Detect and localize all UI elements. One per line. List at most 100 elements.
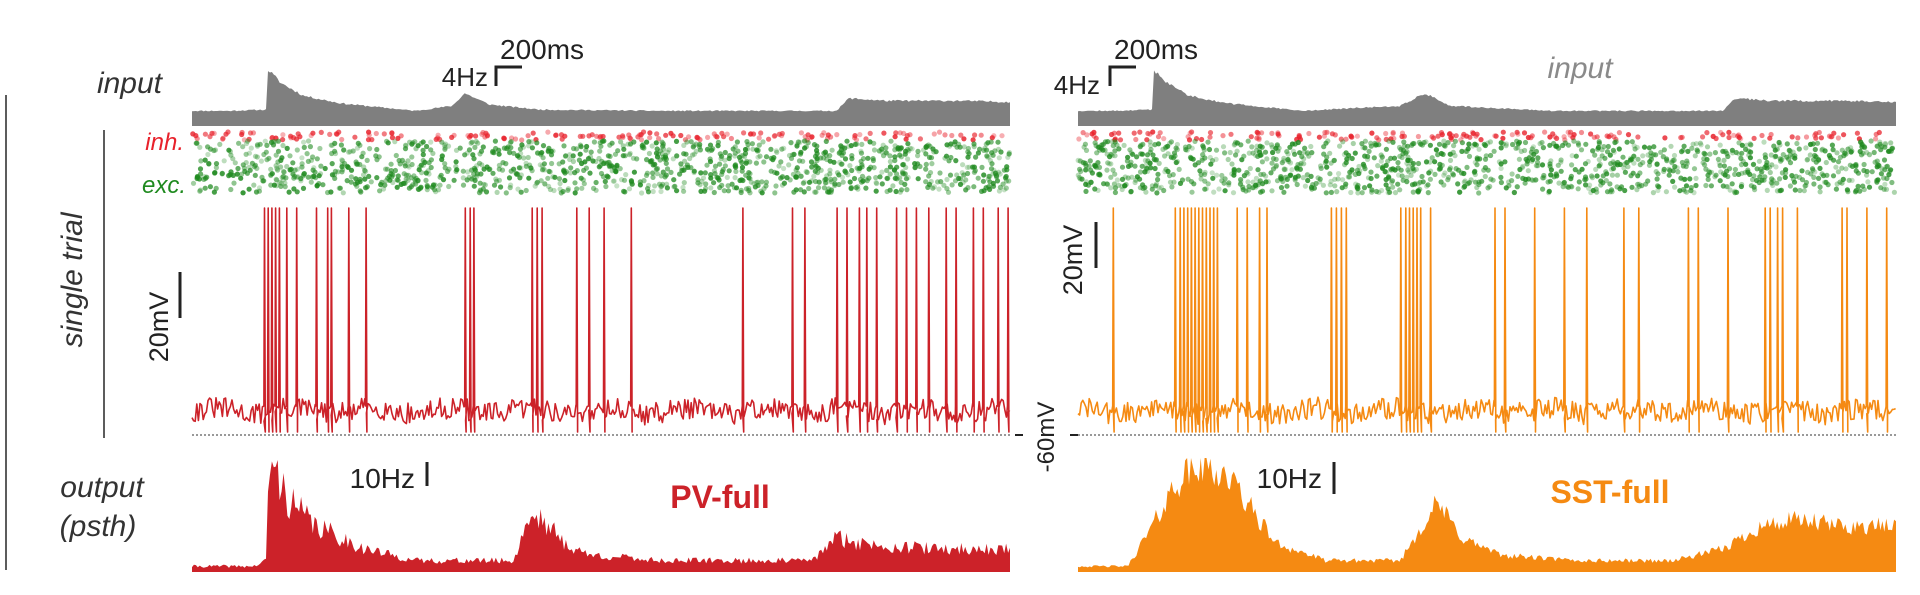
pv-exc-spike [264, 142, 270, 148]
pv-inh-spike [686, 134, 692, 140]
sst-exc-spike [1270, 166, 1277, 172]
pv-inh-spike [435, 132, 441, 138]
pv-exc-spike [221, 158, 227, 164]
pv-exc-spike [884, 150, 890, 156]
pv-inh-spike [239, 129, 245, 136]
pv-inh-spike [589, 132, 595, 138]
sst-exc-spike [1891, 189, 1897, 195]
pv-exc-spike [561, 168, 567, 174]
sst-exc-spike [1808, 141, 1814, 147]
pv-exc-spike [1005, 154, 1011, 160]
pv-exc-spike [773, 183, 779, 189]
sst-exc-spike [1705, 176, 1711, 182]
sst-exc-spike [1425, 182, 1431, 188]
sst-exc-spike [1246, 150, 1252, 156]
pv-exc-spike [339, 157, 345, 163]
sst-exc-spike [1259, 144, 1265, 150]
sst-exc-spike [1769, 162, 1775, 168]
sst-vm-line [1077, 207, 1896, 433]
pv-exc-spike [866, 166, 872, 172]
sst-inh-spike [1254, 135, 1260, 141]
pv-exc-spike [393, 152, 399, 159]
sst-exc-spike [1424, 183, 1430, 189]
pv-inh-spike [798, 130, 805, 136]
sst-exc-spike [1334, 189, 1340, 195]
pv-exc-spike [528, 165, 534, 171]
pv-exc-spike [494, 178, 500, 184]
pv-exc-spike [314, 156, 320, 162]
pv-exc-spike [535, 150, 541, 156]
sst-exc-spike [1648, 150, 1654, 156]
pv-exc-spike [460, 175, 466, 181]
sst-exc-spike [1548, 172, 1554, 178]
sst-exc-spike [1783, 170, 1789, 176]
sst-exc-spike [1537, 141, 1543, 147]
sst-exc-spike [1281, 189, 1287, 195]
sst-exc-spike [1561, 179, 1567, 186]
pv-exc-spike [634, 156, 640, 162]
pv-exc-spike [738, 153, 745, 159]
sst-exc-spike [1346, 174, 1353, 180]
pv-exc-spike [933, 149, 939, 155]
pv-exc-spike [350, 148, 356, 154]
pv-inh-spike [545, 129, 551, 135]
sst-exc-spike [1355, 190, 1361, 196]
sst-exc-spike [1404, 149, 1410, 155]
pv-exc-spike [243, 140, 250, 147]
pv-exc-spike [915, 148, 921, 154]
sst-exc-spike [1522, 139, 1529, 146]
sst-exc-spike [1882, 144, 1888, 150]
pv-exc-spike [332, 168, 338, 174]
pv-exc-spike [322, 165, 328, 172]
pv-exc-spike [907, 145, 913, 151]
panel-pv: 4Hz 200ms 20mV 10Hz PV-full [144, 34, 1013, 572]
pv-vm-scale-label: 20mV [144, 292, 174, 363]
pv-exc-spike [691, 151, 698, 157]
pv-exc-spike [979, 164, 985, 170]
sst-exc-spike [1111, 181, 1117, 187]
pv-exc-spike [300, 185, 307, 191]
sst-exc-spike [1427, 159, 1433, 165]
sst-inh-spike [1500, 135, 1506, 141]
pv-exc-spike [360, 150, 366, 156]
sst-inh-spike [1374, 135, 1380, 141]
pv-exc-spike [832, 182, 838, 189]
sst-exc-spike [1693, 182, 1699, 189]
sst-exc-spike [1410, 165, 1416, 171]
sst-exc-spike [1262, 149, 1269, 155]
sst-exc-spike [1639, 183, 1645, 189]
pv-exc-spike [268, 166, 274, 172]
sst-exc-spike [1882, 140, 1888, 147]
sst-exc-spike [1249, 144, 1255, 150]
sst-exc-spike [1884, 163, 1890, 169]
sst-exc-spike [1137, 169, 1144, 175]
pv-exc-spike [471, 156, 477, 162]
pv-exc-spike [294, 174, 300, 180]
pv-exc-spike [755, 182, 761, 188]
sst-exc-spike [1828, 155, 1834, 161]
sst-exc-spike [1683, 163, 1689, 170]
pv-exc-spike [390, 172, 396, 178]
sst-exc-spike [1645, 178, 1651, 184]
sst-exc-spike [1361, 185, 1368, 191]
sst-exc-spike [1340, 139, 1346, 145]
sst-exc-spike [1239, 157, 1245, 163]
pv-exc-spike [367, 146, 373, 152]
pv-exc-spike [873, 179, 879, 186]
pv-exc-spike [552, 174, 558, 180]
pv-exc-spike [698, 170, 704, 176]
pv-exc-spike [490, 148, 496, 154]
pv-exc-spike [697, 147, 704, 153]
pv-exc-spike [735, 148, 741, 154]
pv-exc-spike [190, 180, 197, 186]
pv-exc-spike [363, 185, 369, 191]
sst-exc-spike [1724, 184, 1730, 190]
sst-exc-spike [1601, 144, 1607, 150]
pv-exc-spike [550, 174, 556, 180]
pv-exc-spike [888, 138, 894, 144]
sst-exc-spike [1871, 149, 1877, 156]
sst-exc-spike [1406, 163, 1412, 169]
sst-exc-spike [1882, 181, 1888, 187]
pv-exc-spike [887, 187, 893, 193]
pv-exc-spike [577, 142, 584, 148]
